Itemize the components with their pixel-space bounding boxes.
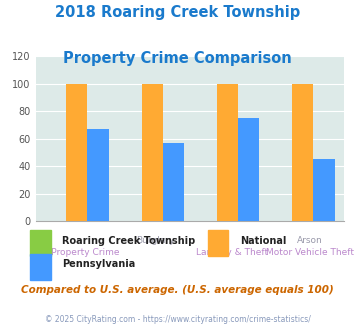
Text: National: National bbox=[240, 236, 286, 246]
Text: Pennsylvania: Pennsylvania bbox=[62, 259, 135, 269]
Text: Burglary: Burglary bbox=[136, 236, 174, 245]
Bar bbox=[142, 83, 163, 221]
Bar bbox=[87, 129, 109, 221]
Text: © 2025 CityRating.com - https://www.cityrating.com/crime-statistics/: © 2025 CityRating.com - https://www.city… bbox=[45, 315, 310, 324]
Bar bbox=[217, 83, 238, 221]
Text: 2018 Roaring Creek Township: 2018 Roaring Creek Township bbox=[55, 5, 300, 20]
Bar bbox=[313, 159, 334, 221]
Text: All Property Crime: All Property Crime bbox=[37, 248, 119, 257]
Text: Roaring Creek Township: Roaring Creek Township bbox=[62, 236, 195, 246]
Text: Compared to U.S. average. (U.S. average equals 100): Compared to U.S. average. (U.S. average … bbox=[21, 285, 334, 295]
Bar bbox=[238, 118, 259, 221]
Text: Larceny & Theft: Larceny & Theft bbox=[196, 248, 268, 257]
Bar bbox=[293, 83, 313, 221]
Text: Arson: Arson bbox=[297, 236, 322, 245]
Text: Property Crime Comparison: Property Crime Comparison bbox=[63, 51, 292, 66]
Bar bbox=[66, 83, 87, 221]
Bar bbox=[163, 143, 184, 221]
Text: Motor Vehicle Theft: Motor Vehicle Theft bbox=[266, 248, 354, 257]
